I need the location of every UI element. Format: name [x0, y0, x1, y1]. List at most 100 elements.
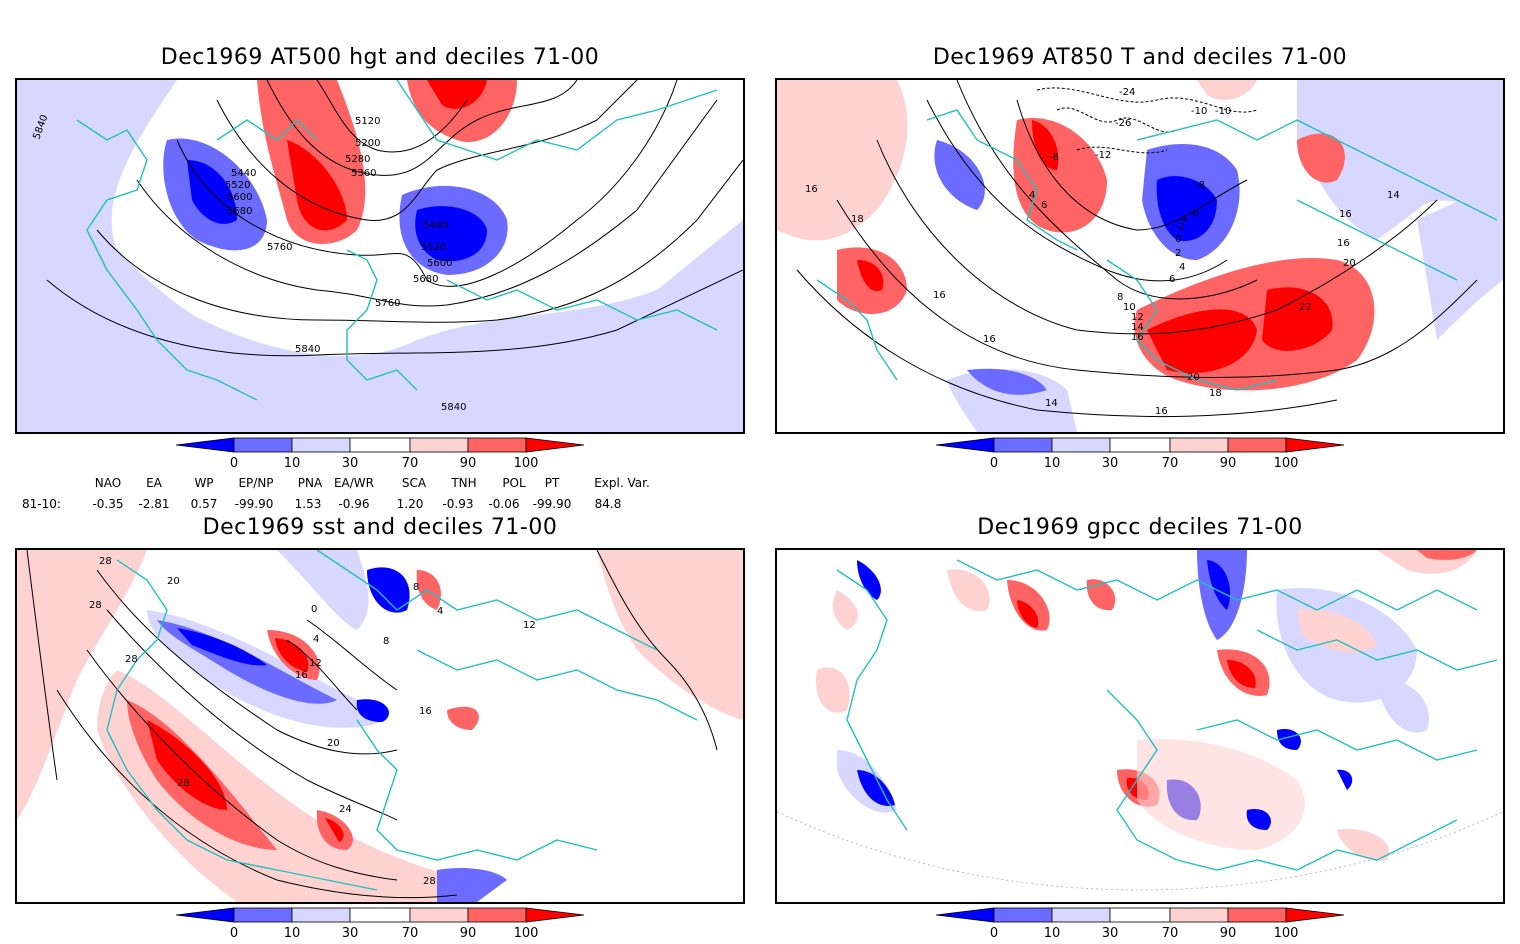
index-header: PT — [545, 476, 560, 490]
contour-label: 14 — [1387, 190, 1400, 201]
contour-label: 12 — [523, 620, 536, 631]
colorbar-tick: 100 — [1274, 926, 1299, 940]
contour-label: 6 — [1169, 274, 1175, 285]
contour-label: 14 — [1045, 398, 1058, 409]
contour-label: -26 — [1115, 118, 1131, 129]
contour-label: -2 — [1175, 222, 1185, 233]
colorbar-tick: 0 — [230, 926, 238, 940]
index-value: 1.20 — [397, 497, 424, 511]
contour-label: 20 — [1343, 258, 1356, 269]
contour-label: 20 — [327, 738, 340, 749]
contour-label: 16 — [1131, 332, 1144, 343]
contour-label: 5520 — [225, 180, 250, 191]
map-gpcc-svg — [777, 550, 1503, 891]
map-hgt500: 5120 5200 5280 5360 5440 5520 5600 5680 … — [15, 78, 745, 434]
contour-label: 18 — [851, 214, 864, 225]
contour-label: 12 — [1131, 312, 1144, 323]
contour-label: 8 — [1117, 292, 1123, 303]
colorbar-tick: 10 — [1044, 456, 1061, 471]
contour-label: 4 — [1029, 190, 1035, 201]
contour-label: 5600 — [427, 258, 452, 269]
contour-label: 18 — [1209, 388, 1222, 399]
index-value: -2.81 — [138, 497, 169, 511]
panel-title-t850: Dec1969 AT850 T and deciles 71-00 — [932, 45, 1348, 70]
contour-label: 14 — [1131, 322, 1144, 333]
contour-label: 20 — [1187, 372, 1200, 383]
map-gpcc — [775, 548, 1505, 904]
index-value: -0.35 — [92, 497, 123, 511]
contour-label: -8 — [1195, 180, 1205, 191]
index-value: -0.06 — [488, 497, 519, 511]
contour-label: 5680 — [227, 206, 252, 217]
contour-label: -10 — [1215, 106, 1231, 117]
index-value: -99.90 — [235, 497, 274, 511]
colorbar-tick: 0 — [230, 456, 238, 471]
contour-label: 22 — [1299, 302, 1312, 313]
colorbar-tick: 100 — [514, 456, 539, 471]
colorbar-tick: 100 — [1274, 456, 1299, 471]
index-header: EA — [146, 476, 163, 490]
colorbar-tick: 70 — [402, 926, 419, 940]
contour-label: 28 — [423, 876, 436, 887]
contour-label: 28 — [125, 654, 138, 665]
map-sst: 28 20 28 28 0 4 8 12 16 4 8 12 16 20 24 … — [15, 548, 745, 904]
contour-label: 8 — [413, 582, 419, 593]
colorbar-tick: 100 — [514, 926, 539, 940]
contour-label: 5280 — [345, 154, 370, 165]
contour-label: -12 — [1095, 150, 1111, 161]
panel-title-gpcc: Dec1969 gpcc deciles 71-00 — [977, 515, 1303, 540]
index-header: TNH — [450, 476, 476, 490]
colorbar-tick: 10 — [284, 456, 301, 471]
contour-label: 4 — [1179, 262, 1185, 273]
contour-label: 16 — [983, 334, 996, 345]
contour-label: 5120 — [355, 116, 380, 127]
contour-label: 6 — [1041, 200, 1047, 211]
contour-label: 16 — [1339, 209, 1352, 220]
contour-label: 16 — [933, 290, 946, 301]
index-header: EA/WR — [334, 476, 374, 490]
contour-label: 28 — [99, 556, 112, 567]
contour-label: 28 — [89, 600, 102, 611]
contour-label: 5760 — [267, 242, 292, 253]
contour-label: 5840 — [295, 344, 320, 355]
map-t850: -24 -26 -12 -10 -10 -8 -8 4 6 16 18 16 1… — [775, 78, 1505, 434]
colorbar-tick: 30 — [342, 456, 359, 471]
index-header: POL — [502, 476, 526, 490]
colorbar-bottom-left: 0 10 30 70 90 100 — [172, 906, 592, 941]
colorbar-tick: 90 — [1220, 926, 1237, 940]
map-sst-svg: 28 20 28 28 0 4 8 12 16 4 8 12 16 20 24 … — [17, 550, 743, 902]
panel-title-hgt500: Dec1969 AT500 hgt and deciles 71-00 — [160, 45, 600, 70]
index-header: NAO — [95, 476, 121, 490]
contour-label: 5440 — [231, 168, 256, 179]
contour-label: 5760 — [375, 298, 400, 309]
index-value: 1.53 — [295, 497, 322, 511]
index-header: EP/NP — [238, 476, 273, 490]
colorbar-tick: 30 — [1102, 456, 1119, 471]
contour-label: 12 — [309, 658, 322, 669]
contour-label: 16 — [295, 670, 308, 681]
contour-label: 16 — [805, 184, 818, 195]
colorbar-tick: 0 — [990, 926, 998, 940]
contour-label: 0 — [311, 604, 317, 615]
colorbar-tick: 70 — [402, 456, 419, 471]
colorbar-tick: 30 — [342, 926, 359, 940]
contour-label: 20 — [167, 576, 180, 587]
contour-label: 5840 — [441, 402, 466, 413]
contour-label: -24 — [1119, 87, 1135, 98]
colorbar-tick: 90 — [460, 926, 477, 940]
index-header: WP — [194, 476, 213, 490]
contour-label: -8 — [1049, 152, 1059, 163]
contour-label: 5520 — [421, 242, 446, 253]
contour-label: 0 — [1175, 234, 1181, 245]
contour-label: 5680 — [413, 274, 438, 285]
contour-label: 16 — [1155, 406, 1168, 417]
colorbar-top-left: 0 10 30 70 90 100 — [172, 436, 592, 476]
colorbar-tick: 70 — [1162, 926, 1179, 940]
index-row-label: 81-10: — [22, 497, 61, 511]
index-header: Expl. Var. — [594, 476, 650, 490]
contour-label: 4 — [437, 606, 443, 617]
colorbar-bottom-right: 0 10 30 70 90 100 — [932, 906, 1352, 941]
map-t850-svg: -24 -26 -12 -10 -10 -8 -8 4 6 16 18 16 1… — [777, 80, 1503, 432]
index-value: 84.8 — [595, 497, 622, 511]
index-header: SCA — [402, 476, 427, 490]
